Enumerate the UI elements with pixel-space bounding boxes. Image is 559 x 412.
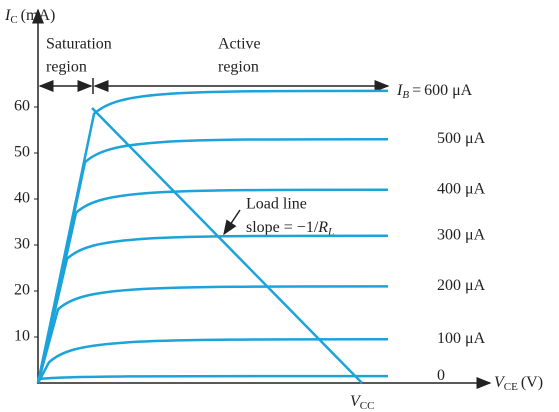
y-axis-label: IC (mA) [4, 7, 55, 26]
y-tick-label: 50 [14, 144, 30, 161]
curve [36, 374, 389, 384]
curve [36, 89, 389, 384]
annotation-arrow [223, 209, 241, 236]
region-label: Saturation [46, 36, 112, 53]
y-tick-label: 20 [14, 282, 30, 299]
series-label: IB = 600 μA [396, 82, 473, 101]
series-label: 0 [437, 367, 445, 384]
series-label: 200 μA [437, 277, 486, 294]
curve [36, 285, 389, 384]
series-label: 500 μA [437, 130, 486, 147]
curve [36, 338, 389, 384]
region-label: region [46, 59, 87, 76]
region-label: region [218, 59, 259, 76]
ib-symbol: I [396, 82, 403, 99]
curve [36, 234, 389, 384]
y-tick-label: 40 [14, 190, 30, 207]
series-label: 100 μA [437, 330, 486, 347]
region-label: Active [218, 36, 261, 53]
vcc-label: VCC [350, 393, 374, 412]
load-line [91, 107, 363, 384]
ib-eq: = [412, 82, 421, 99]
x-axis-label: VCE (V) [494, 374, 543, 393]
y-tick-label: 30 [14, 236, 30, 253]
ib-sub: B [402, 88, 409, 100]
annotation: slope = −1/RL [246, 219, 334, 238]
y-tick-label: 60 [14, 98, 30, 115]
annotation: Load line [246, 196, 307, 213]
curve [36, 137, 389, 384]
curve [36, 188, 389, 384]
y-tick-label: 10 [14, 328, 30, 345]
series-label: 400 μA [437, 180, 486, 197]
series-label: 300 μA [437, 226, 486, 243]
ib-value: 600 μA [424, 82, 473, 99]
